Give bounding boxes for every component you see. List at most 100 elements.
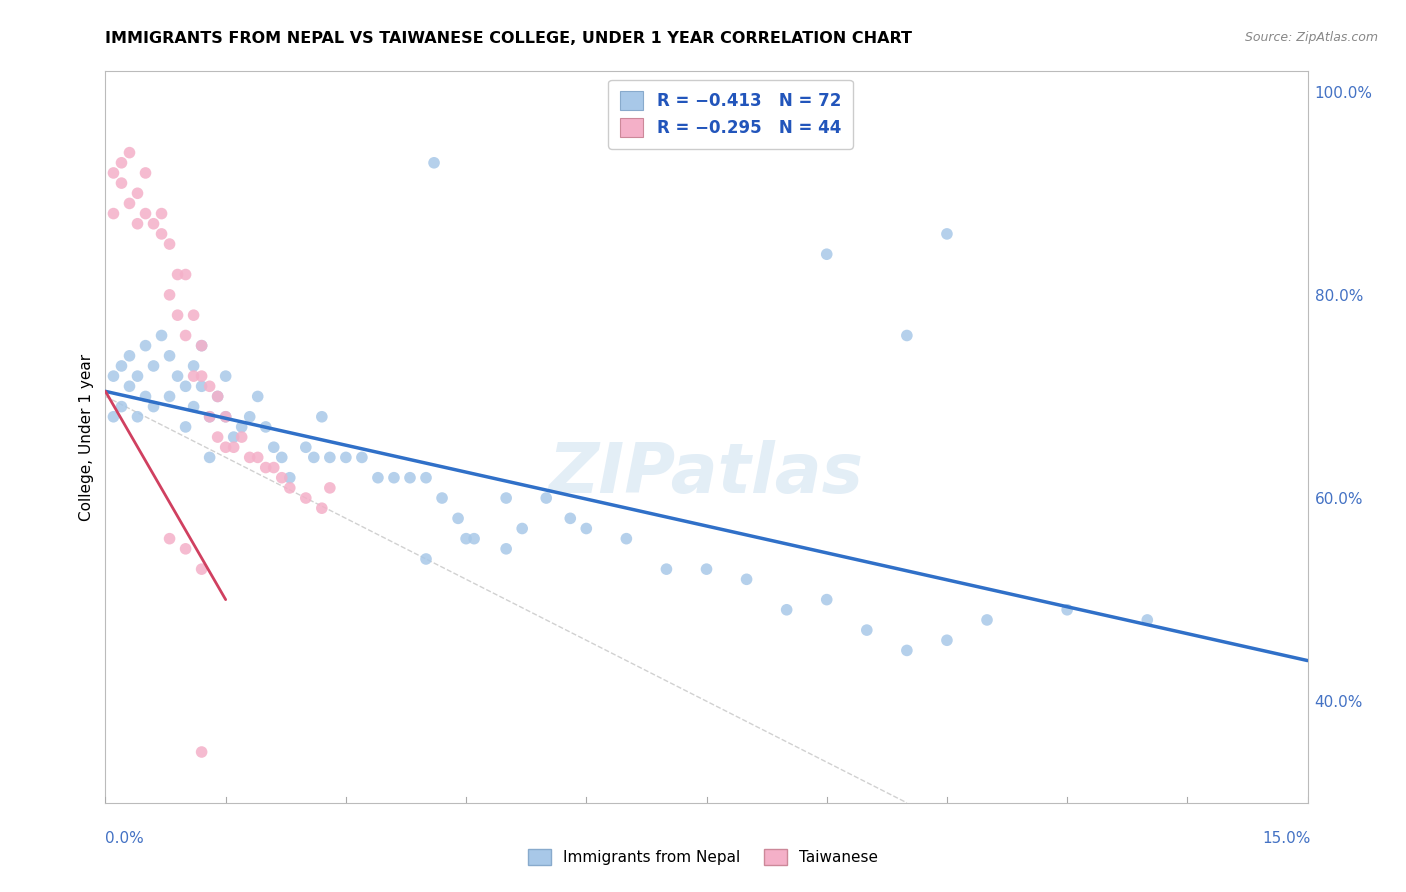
Point	[110, 176, 132, 190]
Point	[190, 379, 212, 393]
Point	[150, 328, 173, 343]
Point	[110, 400, 132, 414]
Point	[278, 471, 301, 485]
Point	[159, 237, 181, 252]
Point	[936, 633, 959, 648]
Point	[135, 389, 157, 403]
Point	[183, 359, 205, 373]
Point	[254, 460, 277, 475]
Point	[190, 369, 212, 384]
Point	[254, 420, 277, 434]
Point	[896, 328, 918, 343]
Legend: Immigrants from Nepal, Taiwanese: Immigrants from Nepal, Taiwanese	[522, 843, 884, 871]
Point	[174, 268, 197, 282]
Point	[118, 145, 141, 160]
Point	[166, 369, 188, 384]
Point	[415, 552, 437, 566]
Point	[198, 409, 221, 424]
Point	[1056, 603, 1078, 617]
Point	[174, 328, 197, 343]
Point	[190, 745, 212, 759]
Point	[430, 491, 453, 505]
Point	[510, 521, 533, 535]
Point	[231, 420, 253, 434]
Point	[174, 379, 197, 393]
Point	[295, 491, 318, 505]
Point	[231, 430, 253, 444]
Point	[190, 338, 212, 352]
Point	[855, 623, 877, 637]
Point	[183, 400, 205, 414]
Point	[127, 217, 149, 231]
Legend: R = −0.413   N = 72, R = −0.295   N = 44: R = −0.413 N = 72, R = −0.295 N = 44	[609, 79, 853, 149]
Point	[302, 450, 325, 465]
Point	[135, 338, 157, 352]
Point	[150, 206, 173, 220]
Point	[896, 643, 918, 657]
Text: Source: ZipAtlas.com: Source: ZipAtlas.com	[1244, 31, 1378, 45]
Point	[142, 400, 165, 414]
Point	[207, 430, 229, 444]
Point	[174, 541, 197, 556]
Point	[110, 359, 132, 373]
Text: IMMIGRANTS FROM NEPAL VS TAIWANESE COLLEGE, UNDER 1 YEAR CORRELATION CHART: IMMIGRANTS FROM NEPAL VS TAIWANESE COLLE…	[105, 31, 912, 46]
Point	[815, 247, 838, 261]
Point	[423, 155, 446, 169]
Point	[295, 440, 318, 454]
Point	[278, 481, 301, 495]
Point	[159, 288, 181, 302]
Point	[270, 471, 292, 485]
Point	[118, 379, 141, 393]
Point	[214, 409, 236, 424]
Point	[103, 166, 125, 180]
Point	[190, 562, 212, 576]
Point	[495, 491, 517, 505]
Point	[183, 369, 205, 384]
Point	[495, 541, 517, 556]
Point	[575, 521, 598, 535]
Point	[415, 471, 437, 485]
Point	[239, 409, 262, 424]
Point	[560, 511, 582, 525]
Point	[142, 217, 165, 231]
Point	[1136, 613, 1159, 627]
Point	[150, 227, 173, 241]
Point	[159, 532, 181, 546]
Point	[190, 338, 212, 352]
Point	[103, 369, 125, 384]
Point	[270, 450, 292, 465]
Point	[976, 613, 998, 627]
Point	[399, 471, 422, 485]
Point	[246, 389, 269, 403]
Point	[135, 206, 157, 220]
Point	[174, 420, 197, 434]
Point	[103, 206, 125, 220]
Point	[382, 471, 405, 485]
Point	[350, 450, 373, 465]
Point	[214, 369, 236, 384]
Point	[319, 450, 342, 465]
Point	[198, 450, 221, 465]
Point	[263, 440, 285, 454]
Point	[118, 196, 141, 211]
Point	[335, 450, 357, 465]
Point	[142, 359, 165, 373]
Point	[655, 562, 678, 576]
Point	[118, 349, 141, 363]
Text: 15.0%: 15.0%	[1263, 831, 1310, 846]
Text: ZIPatlas: ZIPatlas	[548, 440, 865, 508]
Point	[246, 450, 269, 465]
Point	[319, 481, 342, 495]
Point	[135, 166, 157, 180]
Point	[222, 430, 245, 444]
Point	[207, 389, 229, 403]
Point	[263, 460, 285, 475]
Point	[166, 308, 188, 322]
Point	[222, 440, 245, 454]
Point	[183, 308, 205, 322]
Point	[159, 349, 181, 363]
Point	[311, 501, 333, 516]
Point	[159, 389, 181, 403]
Point	[239, 450, 262, 465]
Point	[735, 572, 758, 586]
